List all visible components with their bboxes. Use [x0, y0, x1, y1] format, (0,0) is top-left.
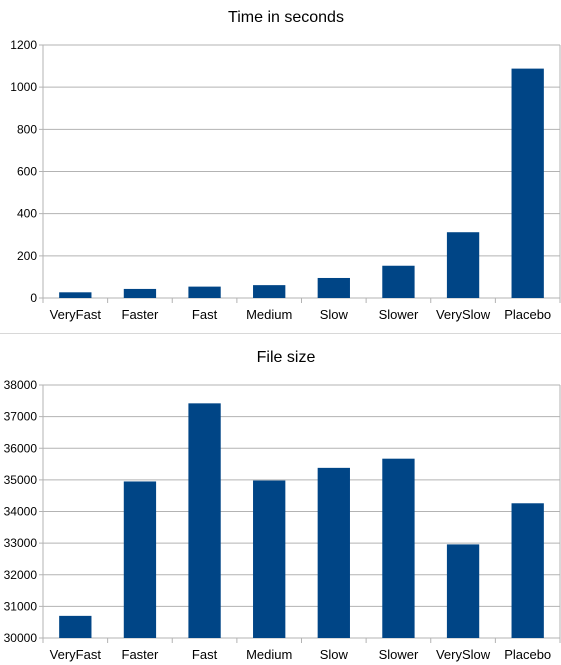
x-category-label: Fast	[192, 647, 218, 662]
x-category-label: Placebo	[504, 647, 551, 662]
y-tick-label: 38000	[4, 378, 38, 392]
bar	[382, 458, 415, 638]
bar	[253, 480, 286, 638]
chart-title: File size	[257, 349, 316, 366]
bar	[59, 292, 92, 298]
bar	[317, 467, 350, 638]
y-tick-label: 1200	[10, 38, 37, 52]
x-category-label: VerySlow	[436, 647, 491, 662]
y-tick-label: 400	[17, 207, 37, 221]
file-size-chart: File size 30000 31000 32000 33000 34000 35000…	[0, 338, 561, 665]
bar	[123, 288, 157, 298]
y-tick-label: 0	[30, 291, 37, 305]
x-category-label: Faster	[122, 307, 160, 322]
y-tick-label: 36000	[4, 441, 38, 455]
file-size-chart-svg: File size 30000 31000 32000 33000 34000 35000…	[4, 349, 561, 662]
x-category-label: Medium	[246, 307, 292, 322]
x-category-label: VerySlow	[436, 307, 491, 322]
x-category-label: Slower	[379, 307, 419, 322]
bar	[446, 544, 480, 638]
y-tick-label: 34000	[4, 505, 38, 519]
chart-title: Time in seconds	[228, 9, 344, 26]
y-tick-label: 200	[17, 249, 37, 263]
bar	[446, 232, 480, 298]
bar	[188, 403, 221, 638]
chart-separator	[0, 333, 561, 334]
x-category-label: Faster	[122, 647, 160, 662]
x-category-label: Slower	[379, 647, 419, 662]
bar	[59, 615, 92, 638]
x-category-label: Medium	[246, 647, 292, 662]
bar	[253, 285, 286, 298]
y-tick-label: 37000	[4, 410, 38, 424]
y-tick-label: 30000	[4, 631, 38, 645]
bar	[511, 68, 544, 298]
time-chart: Time in seconds 0 200 400 600 800 1000 1200 Ver…	[0, 0, 561, 330]
bar	[123, 481, 157, 638]
bar	[188, 286, 221, 298]
bar	[511, 503, 544, 638]
x-category-label: VeryFast	[50, 307, 102, 322]
x-category-label: Placebo	[504, 307, 551, 322]
y-tick-label: 31000	[4, 599, 38, 613]
y-tick-label: 32000	[4, 568, 38, 582]
y-tick-label: 600	[17, 165, 37, 179]
x-category-label: Slow	[320, 647, 349, 662]
y-tick-label: 800	[17, 122, 37, 136]
x-category-label: VeryFast	[50, 647, 102, 662]
y-tick-label: 1000	[10, 80, 37, 94]
bar	[317, 277, 350, 298]
x-category-label: Fast	[192, 307, 218, 322]
y-tick-label: 35000	[4, 473, 38, 487]
y-tick-label: 33000	[4, 536, 38, 550]
bar	[382, 265, 415, 298]
x-category-label: Slow	[320, 307, 349, 322]
time-chart-svg: Time in seconds 0 200 400 600 800 1000 1200 Ver…	[10, 9, 561, 322]
